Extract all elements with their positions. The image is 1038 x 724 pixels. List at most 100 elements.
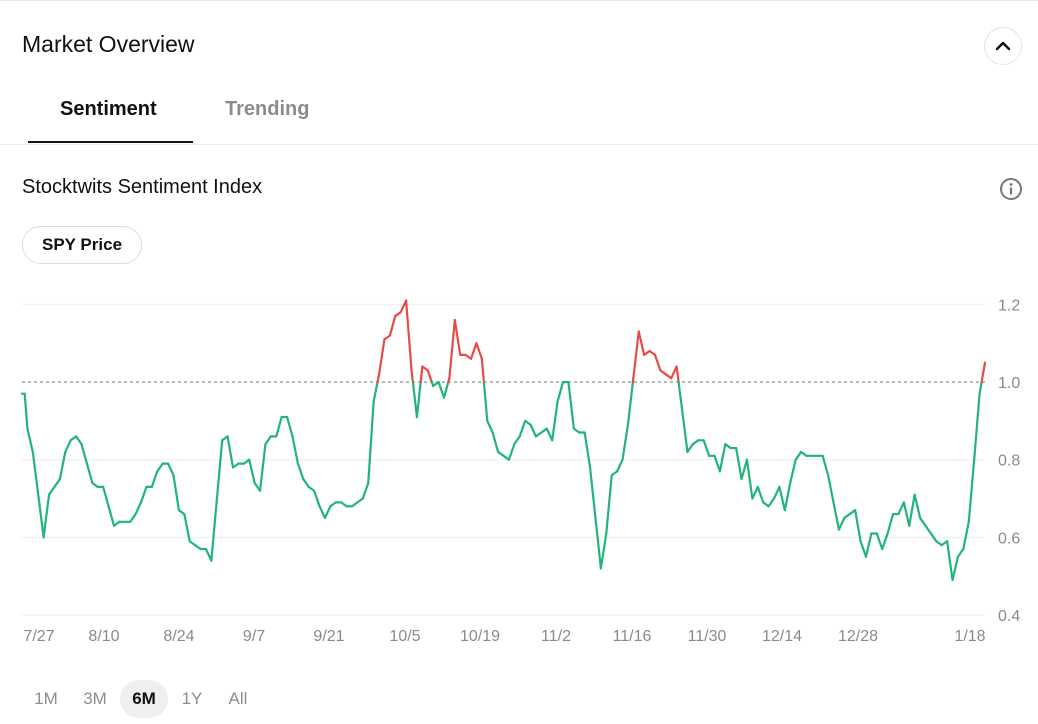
info-button[interactable] xyxy=(999,177,1023,201)
series-line-segment xyxy=(107,505,116,527)
series-line-segment xyxy=(231,462,240,469)
series-line-segment xyxy=(545,427,554,442)
tab-trending[interactable]: Trending xyxy=(225,98,310,120)
series-line-segment xyxy=(226,435,235,469)
collapse-button[interactable] xyxy=(984,27,1022,65)
series-line-segment xyxy=(534,431,543,438)
series-line-segment xyxy=(670,365,678,380)
series-line-segment xyxy=(129,512,137,523)
top-border xyxy=(0,0,1038,1)
series-line-segment xyxy=(210,439,224,562)
series-line-segment xyxy=(967,458,976,523)
series-line-segment xyxy=(426,369,433,384)
series-line-segment xyxy=(285,415,294,438)
series-line-segment xyxy=(264,435,272,446)
series-line-segment xyxy=(58,450,67,481)
series-line-segment xyxy=(421,365,429,372)
series-line-segment xyxy=(962,520,970,551)
series-line-segment xyxy=(419,365,424,384)
series-line-segment xyxy=(735,446,743,481)
series-line-segment xyxy=(442,380,450,399)
series-line-segment xyxy=(388,314,397,337)
series-line-segment xyxy=(680,408,689,454)
series-line-segment xyxy=(496,450,505,457)
tab-sentiment[interactable]: Sentiment xyxy=(60,98,157,120)
series-line-segment xyxy=(80,443,89,465)
series-line-segment xyxy=(53,478,61,488)
series-line-segment xyxy=(767,497,776,508)
series-line-segment xyxy=(881,532,889,551)
series-line-segment xyxy=(632,330,640,380)
series-line-segment xyxy=(394,311,402,318)
series-line-segment xyxy=(980,361,987,384)
series-line-segment xyxy=(307,485,316,492)
series-line-segment xyxy=(886,512,895,535)
series-line-segment xyxy=(313,489,321,508)
series-line-segment xyxy=(64,439,72,454)
spy-price-toggle[interactable]: SPY Price xyxy=(22,226,143,264)
x-tick-label: 8/10 xyxy=(88,628,119,645)
series-line-segment xyxy=(702,439,711,457)
series-line-segment xyxy=(340,501,348,508)
series-line-segment xyxy=(677,380,684,411)
series-line-segment xyxy=(361,481,370,500)
series-line-segment xyxy=(372,380,379,403)
series-line-segment xyxy=(183,512,191,543)
series-line-segment xyxy=(491,431,500,454)
series-line-segment xyxy=(918,516,927,527)
tab-bar: Sentiment Trending xyxy=(0,88,1038,145)
x-tick-label: 8/24 xyxy=(163,628,194,645)
series-line-segment xyxy=(469,342,478,360)
series-line-segment xyxy=(745,458,754,500)
series-line-segment xyxy=(524,419,532,426)
series-line-segment xyxy=(762,501,770,508)
range-6m-button[interactable]: 6M xyxy=(120,680,168,718)
y-tick-label: 0.8 xyxy=(998,453,1020,470)
range-1y-button[interactable]: 1Y xyxy=(181,689,203,708)
series-line-segment xyxy=(329,501,337,508)
series-line-segment xyxy=(150,470,159,488)
series-line-segment xyxy=(112,520,121,527)
series-line-segment xyxy=(134,501,143,516)
series-line-segment xyxy=(599,532,608,570)
series-line-segment xyxy=(296,462,305,481)
series-line-segment xyxy=(783,481,792,512)
series-line-segment xyxy=(567,380,575,430)
series-line-segment xyxy=(821,454,830,477)
series-line-segment xyxy=(594,516,602,570)
series-line-segment xyxy=(367,400,375,485)
series-line-segment xyxy=(31,450,45,539)
series-line-segment xyxy=(621,423,630,461)
series-line-segment xyxy=(572,427,581,434)
series-line-segment xyxy=(383,334,391,341)
series-line-segment xyxy=(751,485,759,500)
x-tick-label: 7/27 xyxy=(23,628,54,645)
series-line-segment xyxy=(248,458,256,485)
range-3m-button[interactable]: 3M xyxy=(83,689,107,708)
sentiment-chart: 0.4 0.6 0.8 1.0 1.2 7/27 8/10 8/24 9/7 9/21 10/5 1… xyxy=(20,297,1020,645)
x-tick-label: 11/30 xyxy=(688,628,727,645)
series-line-segment xyxy=(789,458,797,485)
series-line-segment xyxy=(356,497,364,504)
series-line-segment xyxy=(643,349,651,356)
series-line-segment xyxy=(513,435,521,446)
series-line-segment xyxy=(686,443,694,454)
series-line-segment xyxy=(675,365,680,384)
series-line-segment xyxy=(23,392,29,430)
series-line-segment xyxy=(507,443,516,461)
series-line-segment xyxy=(376,373,381,384)
range-1m-button[interactable]: 1M xyxy=(34,689,58,708)
series-line-segment xyxy=(156,462,164,473)
series-line-segment xyxy=(26,427,34,454)
series-line-segment xyxy=(85,462,94,485)
series-line-segment xyxy=(864,532,873,558)
chevron-up-icon xyxy=(995,41,1011,51)
series-line-segment xyxy=(42,493,51,539)
series-line-segment xyxy=(405,299,413,372)
series-line-segment xyxy=(194,544,202,551)
series-line-segment xyxy=(956,547,965,558)
series-line-segment xyxy=(616,458,624,473)
series-line-segment xyxy=(610,470,619,477)
range-all-button[interactable]: All xyxy=(228,689,248,708)
series-line-segment xyxy=(102,485,110,508)
